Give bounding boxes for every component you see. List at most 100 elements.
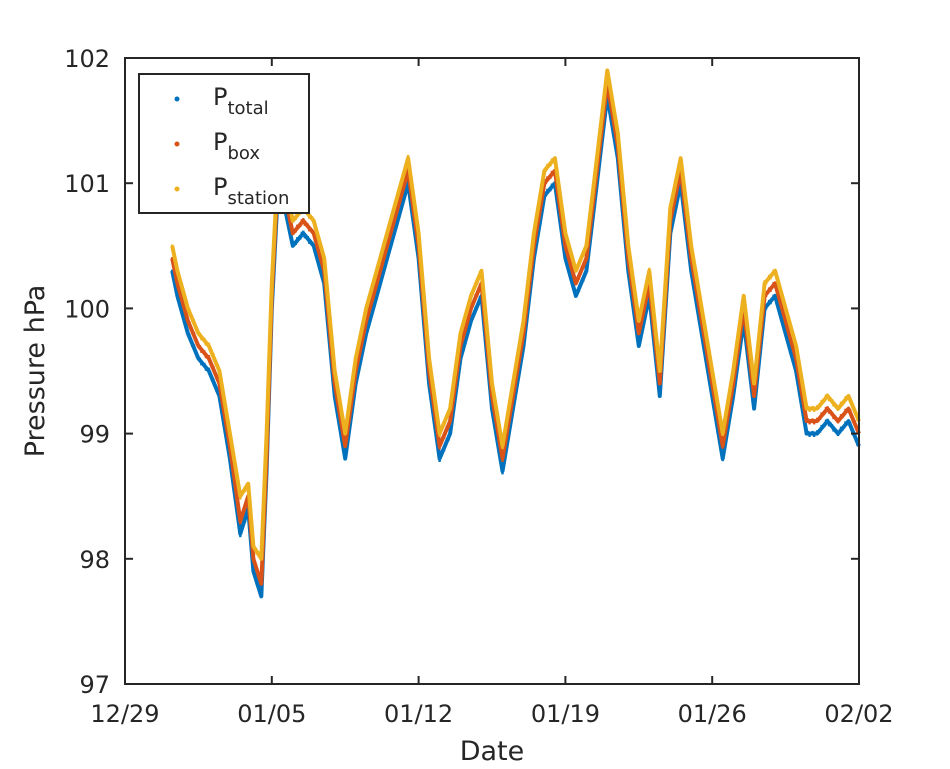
data-point-box: [194, 338, 197, 341]
data-point-total: [237, 523, 240, 526]
data-point-box: [496, 431, 500, 434]
data-point-station: [820, 399, 823, 403]
data-point-station: [553, 159, 557, 162]
data-point-box: [639, 325, 642, 328]
data-point-total: [577, 289, 581, 293]
data-point-box: [333, 383, 336, 386]
data-point-box: [499, 450, 503, 453]
data-point-station: [342, 424, 345, 427]
data-point-box: [236, 496, 239, 499]
data-point-station: [189, 314, 193, 318]
data-point-box: [827, 411, 831, 414]
data-point-station: [200, 337, 203, 341]
data-point-box: [787, 328, 790, 332]
data-point-box: [520, 341, 524, 344]
x-axis-label: Date: [460, 736, 525, 767]
data-point-station: [827, 398, 831, 402]
data-point-total: [207, 367, 211, 370]
data-point-station: [294, 217, 297, 220]
data-point-total: [505, 445, 509, 448]
data-point-station: [453, 376, 456, 379]
data-point-box: [842, 413, 846, 417]
data-point-box: [741, 320, 744, 323]
data-point-total: [341, 440, 344, 444]
data-point-box: [645, 298, 648, 301]
data-point-station: [526, 280, 530, 283]
data-point-total: [213, 384, 217, 388]
data-point-total: [474, 306, 477, 310]
data-point-station: [447, 413, 450, 416]
data-point-box: [829, 409, 832, 413]
data-point-station: [516, 355, 519, 358]
data-point-total: [585, 267, 588, 270]
data-point-station: [261, 517, 265, 520]
data-point-total: [543, 195, 546, 198]
data-point-box: [610, 110, 613, 113]
data-point-box: [672, 203, 675, 206]
data-point-station: [755, 355, 759, 359]
data-point-station: [640, 307, 643, 310]
data-point-total: [782, 327, 786, 330]
data-point-station: [424, 320, 428, 324]
data-point-station: [224, 407, 227, 411]
data-point-total: [775, 301, 778, 305]
data-point-box: [568, 262, 572, 265]
data-point-station: [663, 300, 666, 303]
data-point-box: [472, 300, 476, 304]
data-point-box: [448, 421, 452, 424]
data-point-station: [580, 254, 584, 257]
data-point-box: [291, 230, 294, 233]
data-point-station: [715, 395, 718, 398]
data-point-station: [559, 199, 563, 202]
data-point-station: [811, 405, 814, 409]
data-point-total: [772, 294, 775, 297]
data-point-station: [265, 432, 268, 435]
data-point-box: [636, 321, 639, 325]
series-station: [170, 68, 861, 561]
data-point-box: [799, 385, 802, 389]
data-point-box: [360, 342, 363, 346]
data-point-total: [736, 364, 739, 368]
data-point-box: [233, 478, 236, 481]
data-point-total: [315, 253, 318, 256]
data-point-box: [366, 316, 369, 319]
data-point-station: [234, 469, 237, 472]
data-point-station: [651, 298, 654, 301]
data-point-box: [752, 393, 756, 396]
data-point-station: [747, 332, 750, 336]
data-point-box: [576, 277, 579, 280]
data-point-station: [764, 282, 768, 285]
data-point-total: [637, 342, 640, 346]
data-point-box: [469, 305, 473, 308]
data-point-station: [696, 279, 699, 282]
data-point-total: [387, 249, 390, 253]
data-point-station: [218, 368, 221, 371]
data-point-station: [669, 209, 672, 212]
data-point-station: [666, 251, 669, 254]
data-point-station: [678, 166, 681, 169]
data-point-station: [720, 422, 723, 425]
data-point-total: [708, 378, 711, 381]
data-point-total: [803, 425, 807, 428]
data-point-station: [297, 213, 300, 216]
data-point-total: [357, 368, 360, 371]
data-point-station: [230, 442, 233, 445]
data-point-total: [802, 415, 805, 418]
data-point-station: [191, 319, 194, 322]
data-point-station: [552, 159, 555, 162]
data-point-station: [339, 403, 342, 406]
data-point-station: [619, 163, 622, 167]
data-point-station: [791, 332, 795, 335]
data-point-box: [290, 224, 293, 227]
data-point-station: [480, 269, 483, 272]
data-point-station: [540, 187, 543, 190]
data-point-box: [564, 245, 567, 249]
data-point-total: [640, 332, 643, 335]
data-point-station: [679, 158, 682, 161]
data-point-box: [839, 414, 843, 417]
data-point-box: [363, 324, 366, 328]
data-point-total: [462, 348, 465, 352]
data-point-box: [770, 285, 774, 289]
legend-label-box: Pbox: [213, 128, 260, 164]
data-point-station: [625, 230, 628, 233]
